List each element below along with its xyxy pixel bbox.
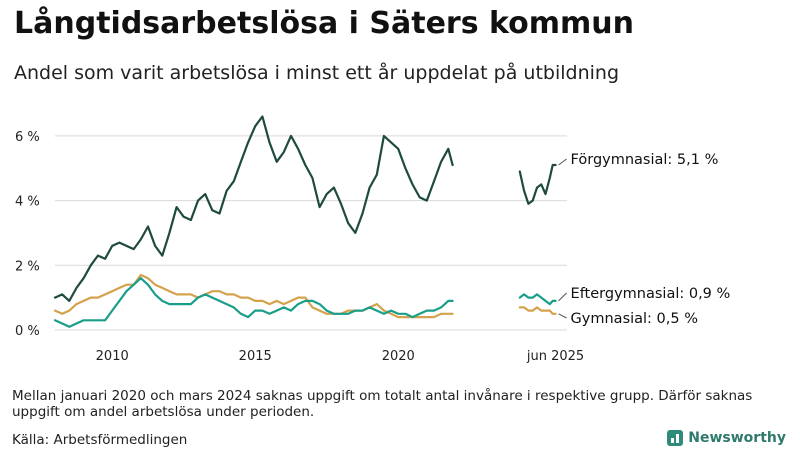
y-tick-label: 4 % <box>15 195 40 210</box>
series-end-label: Gymnasial: 0,5 % <box>571 311 698 327</box>
series-line-forgymnasial <box>53 115 454 302</box>
y-tick-label: 6 % <box>15 130 40 145</box>
series-line-eftergymnasial <box>518 293 557 306</box>
label-leader <box>558 313 567 319</box>
x-tick-label: 2015 <box>239 349 272 364</box>
series-lines <box>53 115 557 328</box>
series-end-labels: Förgymnasial: 5,1 % Eftergymnasial: 0,9 %… <box>558 152 731 327</box>
x-axis-ticks: 2010 2015 2020 jun 2025 <box>96 349 585 364</box>
label-leader <box>558 292 567 302</box>
y-tick-label: 0 % <box>15 324 40 339</box>
series-line-gymnasial <box>518 306 557 315</box>
series-line-eftergymnasial <box>53 277 454 328</box>
series-end-label: Eftergymnasial: 0,9 % <box>571 286 731 302</box>
series-end-label: Förgymnasial: 5,1 % <box>571 152 719 168</box>
source-text: Källa: Arbetsförmedlingen <box>12 432 188 448</box>
label-leader <box>558 158 567 166</box>
y-axis-ticks: 0 % 2 % 4 % 6 % <box>15 130 40 339</box>
x-tick-label: 2010 <box>96 349 129 364</box>
bar-chart-icon <box>667 430 684 446</box>
brand-logo: Newsworthy <box>667 430 786 446</box>
line-chart: 0 % 2 % 4 % 6 % 2010 2015 2020 jun 2025 Förgym… <box>15 115 731 364</box>
chart-subtitle: Andel som varit arbetslösa i minst ett å… <box>14 62 620 84</box>
grid-lines <box>55 135 567 331</box>
x-tick-label: 2020 <box>382 349 415 364</box>
chart-title: Långtidsarbetslösa i Säters kommun <box>14 6 634 41</box>
footnote: Mellan januari 2020 och mars 2024 saknas… <box>12 388 753 420</box>
series-line-forgymnasial <box>518 163 557 205</box>
brand-name: Newsworthy <box>688 430 786 446</box>
y-tick-label: 2 % <box>15 259 40 274</box>
x-tick-label: jun 2025 <box>526 349 584 364</box>
